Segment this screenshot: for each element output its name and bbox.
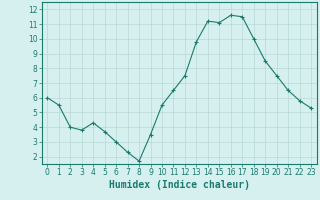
X-axis label: Humidex (Indice chaleur): Humidex (Indice chaleur) — [109, 180, 250, 190]
